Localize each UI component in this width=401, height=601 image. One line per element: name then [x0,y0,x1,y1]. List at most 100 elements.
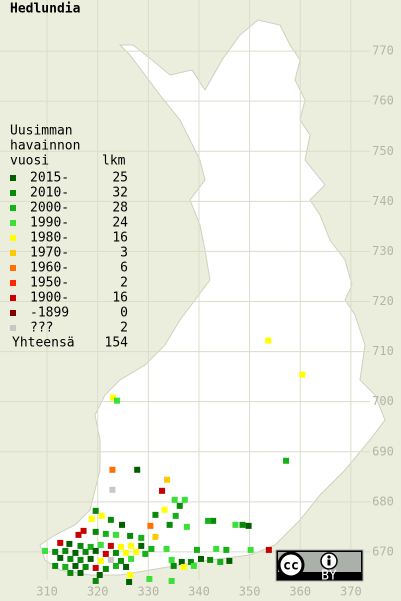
legend-swatch [10,295,16,301]
observation [42,547,49,554]
observation [232,521,239,528]
observation [107,542,114,549]
observation [77,569,84,576]
observation [77,542,84,549]
x-tick-label: 370 [340,585,362,599]
legend-count: 3 [120,246,128,261]
legend-count: 32 [112,186,128,201]
observation [66,540,73,547]
observation [159,487,166,494]
y-tick-label: 730 [372,244,394,258]
legend-count: 24 [112,216,128,231]
observation [205,517,212,524]
observation [299,371,306,378]
y-tick-label: 770 [372,44,394,58]
observation [82,548,89,555]
legend-count: 2 [120,321,128,336]
observation [112,531,119,538]
x-tick-label: 340 [188,585,210,599]
observation [164,476,171,483]
observation [107,516,114,523]
observation [168,556,175,563]
legend-swatch [10,280,16,286]
observation [52,548,59,555]
observation [148,545,155,552]
x-tick-label: 310 [36,585,58,599]
cc-icon [277,551,305,579]
observation [147,522,154,529]
observation [62,547,69,554]
observation [210,517,217,524]
observation [72,549,79,556]
observation [193,546,200,553]
observation [92,507,99,514]
legend-label: 1990- [30,216,69,231]
license-badge: cc BY [275,549,364,584]
observation [102,550,109,557]
observation [113,397,120,404]
observation [207,556,214,563]
y-tick-label: 680 [372,494,394,508]
legend-swatch [10,325,16,331]
observation [109,466,116,473]
observation [128,542,135,549]
by-body [327,559,331,566]
legend-swatch [10,205,16,211]
legend-label: 1960- [30,261,69,276]
observation [118,543,125,550]
x-tick-label: 350 [239,585,261,599]
x-tick-label: 320 [87,585,109,599]
observation [67,569,74,576]
observation [176,502,183,509]
observation [138,542,145,549]
legend-label: 2000- [30,201,69,216]
observation [170,562,177,569]
observation [152,533,159,540]
total-label: Yhteensä [12,336,75,351]
by-head [327,555,331,559]
observation [52,562,59,569]
legend-label: 2010- [30,186,69,201]
points [42,337,306,585]
x-tick-label: 330 [138,585,160,599]
y-tick-label: 670 [372,544,394,558]
y-tick-label: 750 [372,144,394,158]
observation [146,575,153,582]
observation [138,534,145,541]
y-tick-label: 690 [372,444,394,458]
cc-text: cc [283,559,299,574]
legend-swatch [10,175,16,181]
legend-label: 1900- [30,291,69,306]
observation [102,530,109,537]
observation [239,521,246,528]
observation [168,577,175,584]
observation [247,546,254,553]
observation [67,555,74,562]
observation [82,563,89,570]
observation [190,562,197,569]
observation [118,557,125,564]
legend-swatch [10,250,16,256]
observation [112,549,119,556]
observation [109,394,116,401]
legend-header: Uusimman [10,124,73,139]
legend-count-header: lkm [102,154,126,169]
observation [161,506,168,513]
total-count: 154 [105,336,129,351]
observation [92,577,99,584]
legend-swatch [10,220,16,226]
observation [119,521,126,528]
observation [92,564,99,571]
y-tick-label: 740 [372,194,394,208]
legend-count: 16 [112,231,128,246]
observation [112,562,119,569]
land [39,19,386,576]
legend-label: 1980- [30,231,69,246]
legend-count: 16 [112,291,128,306]
observation [163,545,170,552]
y-tick-label: 710 [372,344,394,358]
observation [57,554,64,561]
observation [187,558,194,565]
observation [171,496,178,503]
legend-count: 0 [120,306,128,321]
